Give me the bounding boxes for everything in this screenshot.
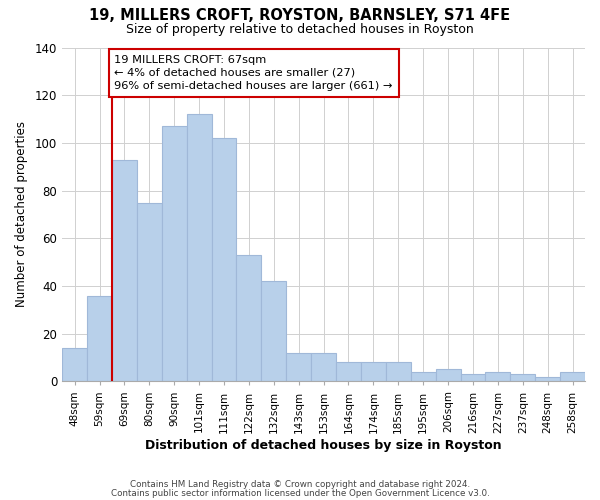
Text: Contains HM Land Registry data © Crown copyright and database right 2024.: Contains HM Land Registry data © Crown c… — [130, 480, 470, 489]
Bar — [137, 202, 162, 382]
Bar — [87, 296, 112, 382]
Bar — [62, 348, 87, 382]
Text: Contains public sector information licensed under the Open Government Licence v3: Contains public sector information licen… — [110, 488, 490, 498]
Text: 19 MILLERS CROFT: 67sqm
← 4% of detached houses are smaller (27)
96% of semi-det: 19 MILLERS CROFT: 67sqm ← 4% of detached… — [115, 54, 393, 91]
Y-axis label: Number of detached properties: Number of detached properties — [15, 122, 28, 308]
Bar — [485, 372, 511, 382]
Bar — [511, 374, 535, 382]
Bar — [187, 114, 212, 382]
Bar — [436, 370, 461, 382]
Bar — [212, 138, 236, 382]
Bar — [461, 374, 485, 382]
X-axis label: Distribution of detached houses by size in Royston: Distribution of detached houses by size … — [145, 440, 502, 452]
Bar — [236, 255, 262, 382]
Bar — [535, 376, 560, 382]
Text: 19, MILLERS CROFT, ROYSTON, BARNSLEY, S71 4FE: 19, MILLERS CROFT, ROYSTON, BARNSLEY, S7… — [89, 8, 511, 22]
Bar — [336, 362, 361, 382]
Bar — [411, 372, 436, 382]
Text: Size of property relative to detached houses in Royston: Size of property relative to detached ho… — [126, 22, 474, 36]
Bar — [560, 372, 585, 382]
Bar — [361, 362, 386, 382]
Bar — [262, 281, 286, 382]
Bar — [286, 353, 311, 382]
Bar — [386, 362, 411, 382]
Bar — [311, 353, 336, 382]
Bar — [112, 160, 137, 382]
Bar — [162, 126, 187, 382]
